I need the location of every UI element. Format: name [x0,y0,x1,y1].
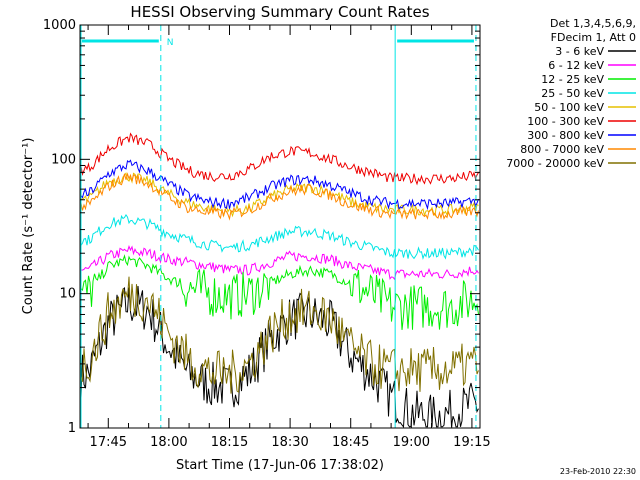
x-ticks: 17:45 18:00 18:15 18:30 18:45 19:00 19:15 [87,25,491,450]
series-line-3 [80,213,479,260]
series-line-0 [80,285,479,429]
top-bar-label: N [167,38,174,48]
x-tick-label-0: 17:45 [90,435,127,450]
legend-label-2: 12 - 25 keV [541,73,604,86]
legend-label-1: 6 - 12 keV [548,59,604,72]
x-tick-label-1: 18:00 [150,435,187,450]
legend: Det 1,3,4,5,6,9, FDecim 1, Att 0 3 - 6 k… [506,17,636,170]
series-layer [80,132,479,429]
chart-title: HESSI Observing Summary Count Rates [130,3,429,21]
y-axis-label: Count Rate (s⁻¹ detector⁻¹) [21,138,36,315]
series-line-6 [80,159,479,211]
x-axis-label: Start Time (17-Jun-06 17:38:02) [176,458,384,473]
y-ticks: 1 10 100 1000 [43,18,480,436]
x-tick-label-2: 18:15 [211,435,248,450]
legend-label-6: 300 - 800 keV [527,129,604,142]
legend-label-3: 25 - 50 keV [541,87,604,100]
series-line-7 [80,172,479,221]
y-tick-label-2: 100 [51,152,76,167]
legend-label-5: 100 - 300 keV [527,115,604,128]
series-line-1 [80,245,479,281]
y-tick-label-0: 1 [68,421,76,436]
plot-frame [79,24,481,429]
axes [79,24,481,429]
legend-label-7: 800 - 7000 keV [520,143,604,156]
legend-label-8: 7000 - 20000 keV [506,157,604,170]
x-tick-label-6: 19:15 [453,435,490,450]
x-tick-label-4: 18:45 [332,435,369,450]
time-markers: N [80,25,477,428]
legend-label-0: 3 - 6 keV [555,45,604,58]
footer-timestamp: 23-Feb-2010 22:30 [560,467,636,476]
legend-header-line-2: FDecim 1, Att 0 [551,31,636,44]
x-tick-label-3: 18:30 [271,435,308,450]
series-line-8 [80,276,479,394]
series-line-2 [80,254,479,330]
legend-header-line-1: Det 1,3,4,5,6,9, [550,17,636,30]
legend-label-4: 50 - 100 keV [534,101,604,114]
series-line-4 [80,172,479,218]
series-line-5 [80,132,479,186]
x-tick-label-5: 19:00 [393,435,430,450]
y-tick-label-1: 10 [59,287,76,302]
y-tick-label-3: 1000 [43,18,76,33]
